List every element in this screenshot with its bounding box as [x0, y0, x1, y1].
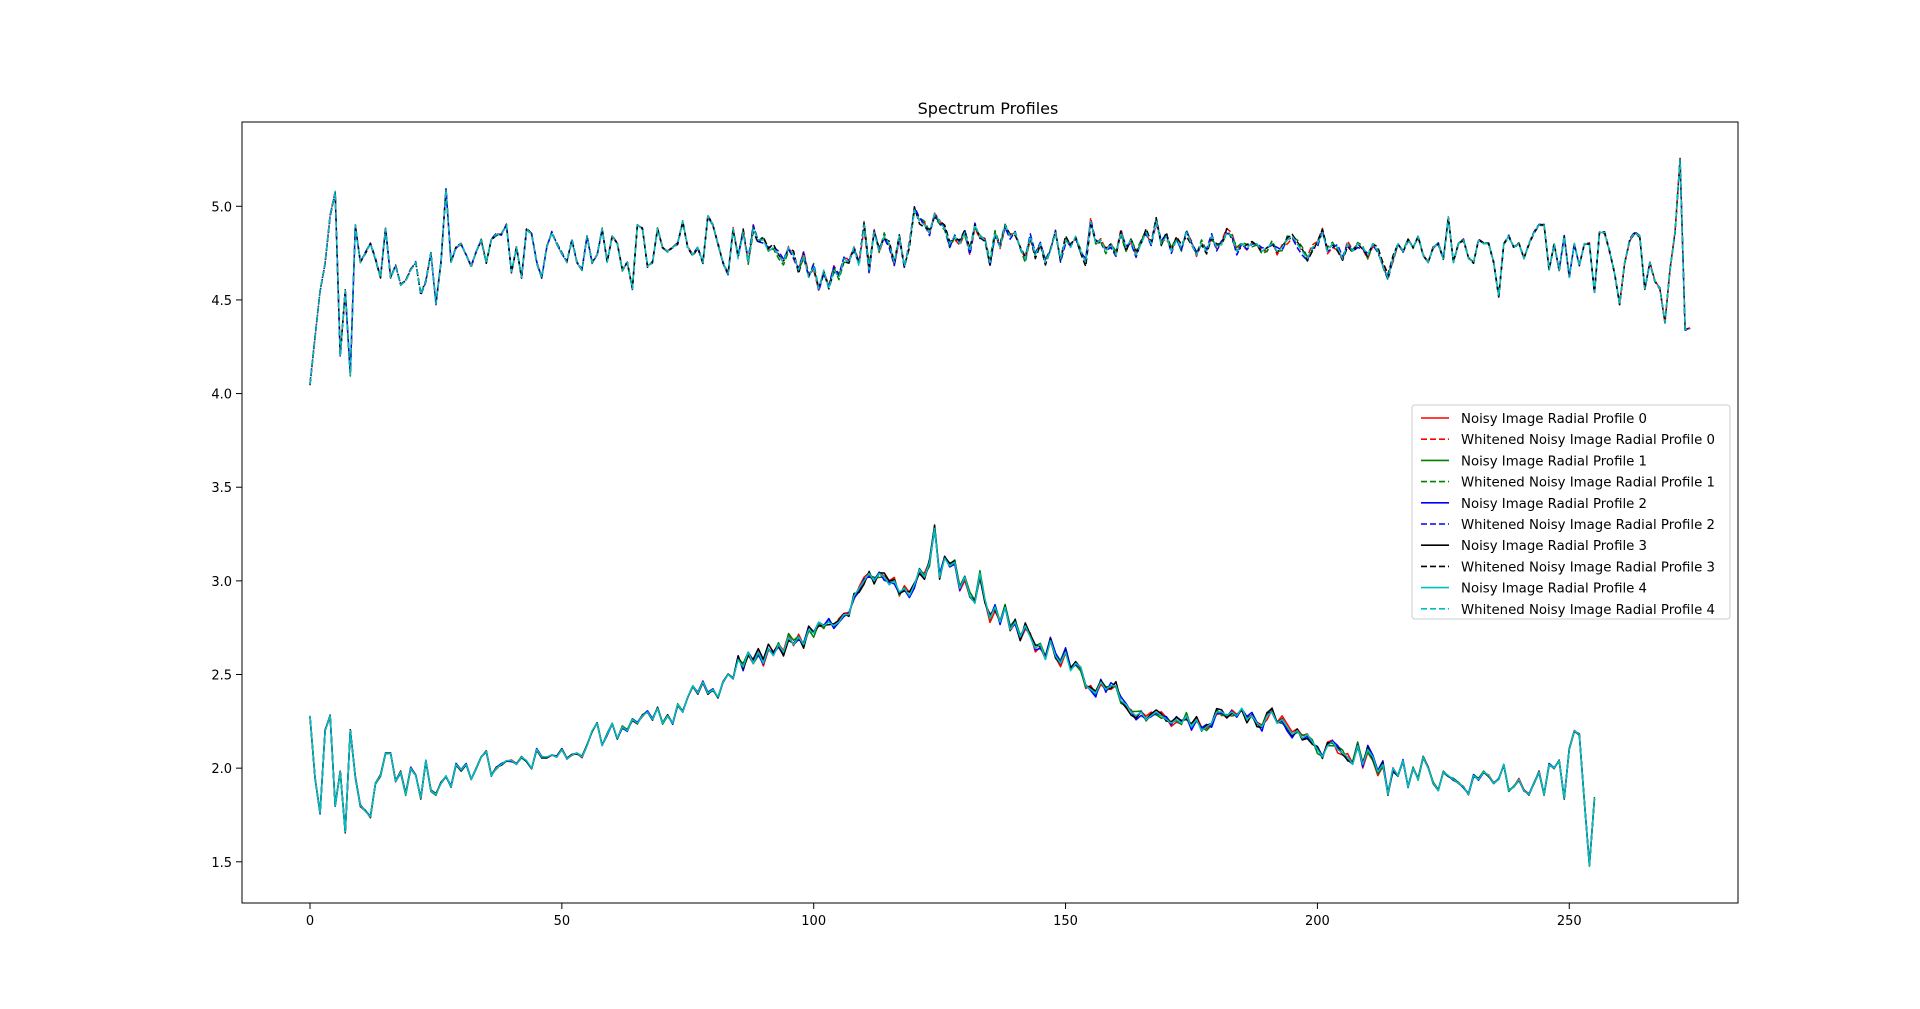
y-tick-label: 5.0 — [211, 200, 232, 215]
legend-frame — [1411, 404, 1731, 620]
legend: Noisy Image Radial Profile 0 Whitened Noi… — [1411, 404, 1731, 620]
legend-label: Whitened Noisy Image Radial Profile 3 — [1461, 560, 1715, 575]
y-tick-label: 2.5 — [211, 669, 232, 684]
legend-label: Whitened Noisy Image Radial Profile 0 — [1461, 433, 1715, 448]
x-tick-label: 250 — [1557, 914, 1582, 929]
y-tick-label: 2.0 — [211, 762, 232, 777]
y-tick-label: 1.5 — [211, 856, 232, 871]
x-tick-label: 100 — [801, 914, 826, 929]
plot-area: 0 50 100 150 200 250 1.5 2.0 2.5 3.0 3.5 4.0 4.5 5.0 — [211, 121, 1739, 929]
series-line-9 — [309, 158, 1691, 385]
legend-label: Whitened Noisy Image Radial Profile 2 — [1461, 518, 1715, 533]
legend-label: Noisy Image Radial Profile 2 — [1461, 497, 1647, 512]
x-axis-ticks: 0 50 100 150 200 250 — [306, 903, 1582, 929]
legend-label: Whitened Noisy Image Radial Profile 1 — [1461, 476, 1715, 491]
legend-label: Whitened Noisy Image Radial Profile 4 — [1461, 603, 1715, 618]
y-tick-label: 4.5 — [211, 294, 232, 309]
x-tick-label: 50 — [554, 914, 571, 929]
y-tick-label: 4.0 — [211, 388, 232, 403]
y-tick-label: 3.0 — [211, 575, 232, 590]
series-lines — [309, 157, 1691, 867]
legend-label: Noisy Image Radial Profile 0 — [1461, 412, 1647, 427]
y-axis-ticks: 1.5 2.0 2.5 3.0 3.5 4.0 4.5 5.0 — [211, 200, 242, 871]
x-tick-label: 150 — [1053, 914, 1078, 929]
x-tick-label: 0 — [306, 914, 314, 929]
plot-frame — [241, 121, 1739, 904]
y-tick-label: 3.5 — [211, 481, 232, 496]
legend-label: Noisy Image Radial Profile 4 — [1461, 582, 1647, 597]
legend-label: Noisy Image Radial Profile 1 — [1461, 454, 1647, 469]
legend-label: Noisy Image Radial Profile 3 — [1461, 539, 1647, 554]
chart-title: Spectrum Profiles — [918, 99, 1059, 118]
series-line-8 — [309, 527, 1596, 867]
x-tick-label: 200 — [1305, 914, 1330, 929]
series-line-1 — [309, 157, 1691, 386]
